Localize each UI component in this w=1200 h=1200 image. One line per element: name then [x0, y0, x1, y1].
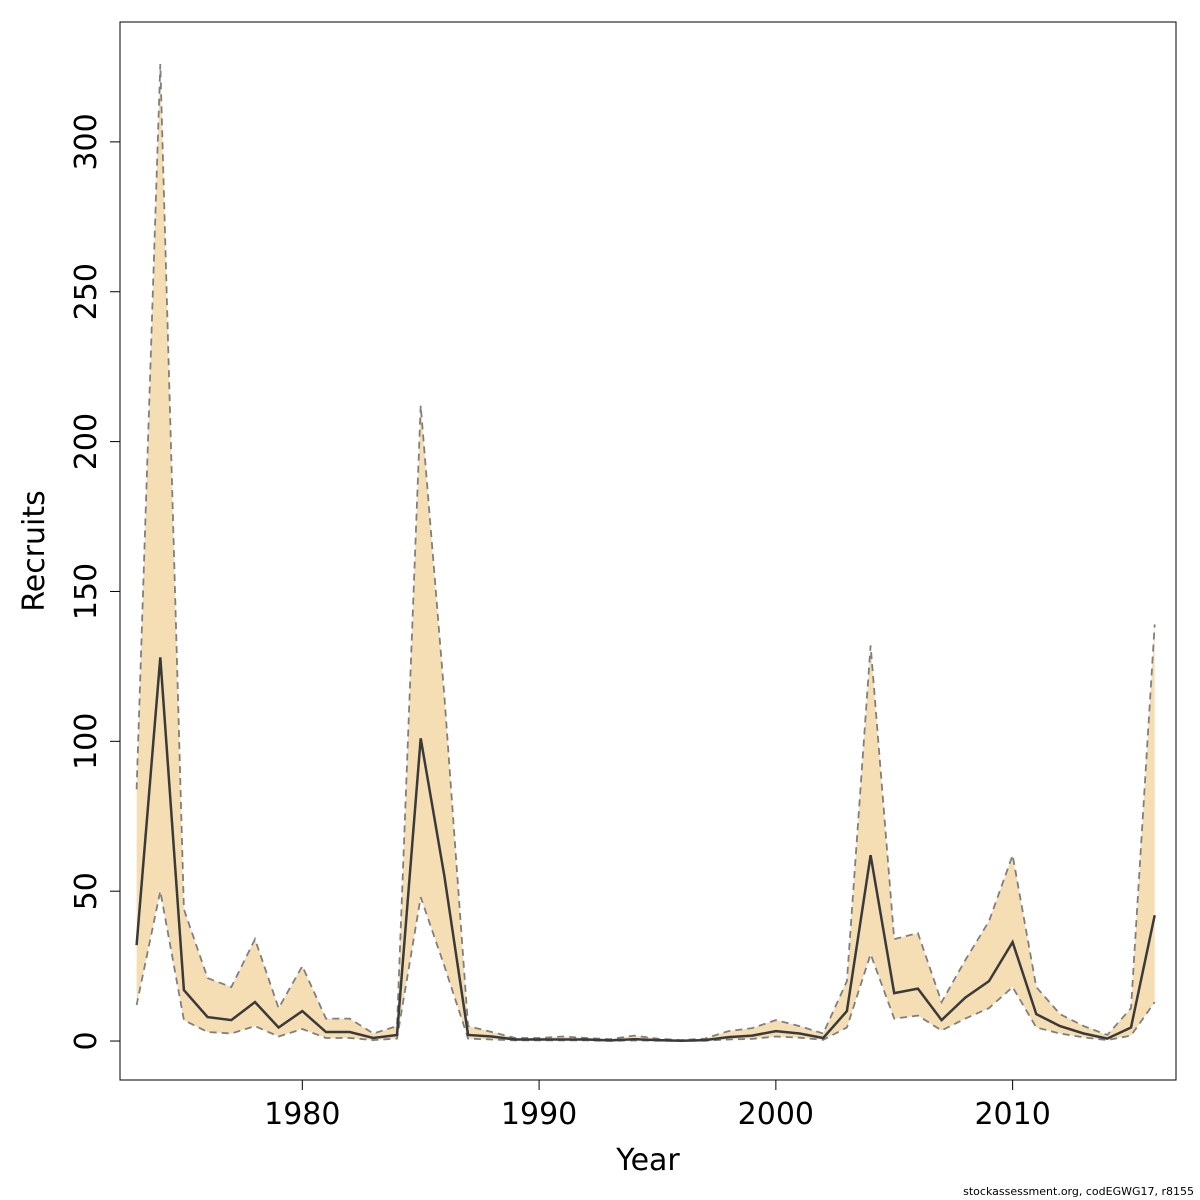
x-tick-label: 1990 — [501, 1097, 577, 1132]
y-tick-label: 100 — [69, 713, 104, 770]
confidence-band — [136, 64, 1155, 1041]
x-axis: 1980 1990 2000 2010 — [264, 1079, 1051, 1132]
x-tick-label: 1980 — [264, 1097, 340, 1132]
confidence-band-layer — [136, 64, 1155, 1041]
estimate-line — [135, 657, 1156, 1042]
x-axis-title: Year — [615, 1143, 680, 1178]
y-tick-label: 50 — [69, 872, 104, 910]
y-tick-label: 250 — [69, 263, 104, 320]
y-axis-title: Recruits — [17, 490, 52, 612]
y-tick-label: 300 — [69, 113, 104, 170]
upper-bound-line — [135, 63, 1156, 1042]
y-tick-label: 150 — [69, 563, 104, 620]
footer-credit: stockassessment.org, codEGWG17, r8155 — [963, 1185, 1194, 1198]
y-tick-label: 0 — [69, 1031, 104, 1050]
y-tick-label: 200 — [69, 413, 104, 470]
x-tick-label: 2010 — [974, 1097, 1050, 1132]
x-tick-label: 2000 — [738, 1097, 814, 1132]
y-axis: 0 50 100 150 200 250 300 — [69, 113, 121, 1051]
series-line-layer — [135, 63, 1156, 1042]
